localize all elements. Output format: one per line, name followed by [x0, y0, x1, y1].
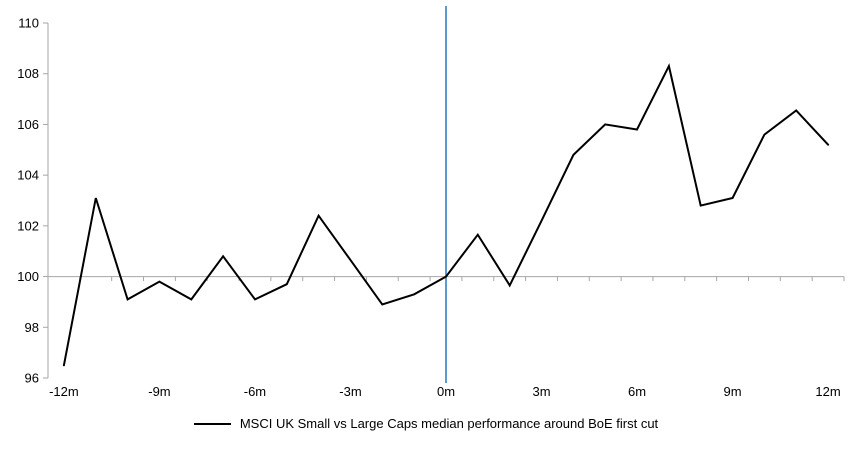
x-tick-label: 6m [628, 384, 646, 399]
y-tick-label: 100 [17, 269, 39, 284]
legend: MSCI UK Small vs Large Caps median perfo… [0, 416, 852, 431]
x-tick-label: -9m [148, 384, 170, 399]
x-tick-label: -6m [244, 384, 266, 399]
series-line [62, 63, 830, 367]
y-tick-label: 106 [17, 117, 39, 132]
x-tick-label: 9m [724, 384, 742, 399]
x-tick-label: -3m [339, 384, 361, 399]
x-tick-label: 12m [815, 384, 840, 399]
legend-line-icon [193, 422, 231, 425]
y-tick-label: 110 [18, 16, 39, 31]
y-tick-label: 96 [25, 371, 39, 386]
y-tick-label: 102 [17, 218, 39, 233]
x-tick-label: 3m [532, 384, 550, 399]
x-tick-label: -12m [49, 384, 79, 399]
y-tick-label: 108 [17, 66, 39, 81]
legend-label: MSCI UK Small vs Large Caps median perfo… [239, 416, 659, 431]
x-tick-label: 0m [437, 384, 455, 399]
y-tick-label: 98 [25, 320, 39, 335]
y-tick-label: 104 [17, 168, 39, 183]
